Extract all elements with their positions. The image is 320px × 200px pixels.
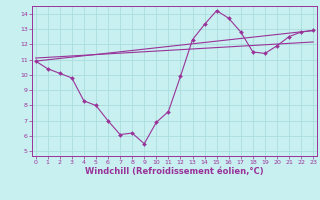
X-axis label: Windchill (Refroidissement éolien,°C): Windchill (Refroidissement éolien,°C) <box>85 167 264 176</box>
